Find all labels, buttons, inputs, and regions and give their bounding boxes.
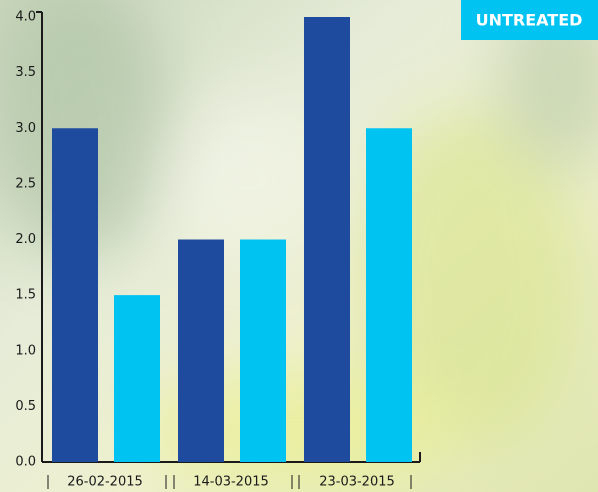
legend-label: UNTREATED [476, 11, 583, 30]
bar [304, 17, 350, 462]
bar [114, 295, 160, 462]
bar [52, 128, 98, 462]
y-tick-label: 0.5 [15, 399, 36, 414]
x-tick-label: 26-02-2015 [67, 475, 143, 490]
category-separators [47, 475, 412, 489]
y-tick-label: 3.5 [15, 65, 36, 80]
bar [178, 239, 224, 462]
y-tick-label: 0.0 [15, 455, 36, 470]
y-tick-label: 1.5 [15, 288, 36, 303]
y-tick-label: 2.5 [15, 176, 36, 191]
y-tick-label: 3.0 [15, 121, 36, 136]
y-tick-label: 2.0 [15, 232, 36, 247]
y-tick-label: 4.0 [15, 10, 36, 25]
y-tick-label: 1.0 [15, 343, 36, 358]
bar [366, 128, 412, 462]
bar [240, 239, 286, 462]
x-tick-label: 23-03-2015 [319, 475, 395, 490]
x-tick-label: 14-03-2015 [193, 475, 269, 490]
legend-box [461, 0, 598, 40]
